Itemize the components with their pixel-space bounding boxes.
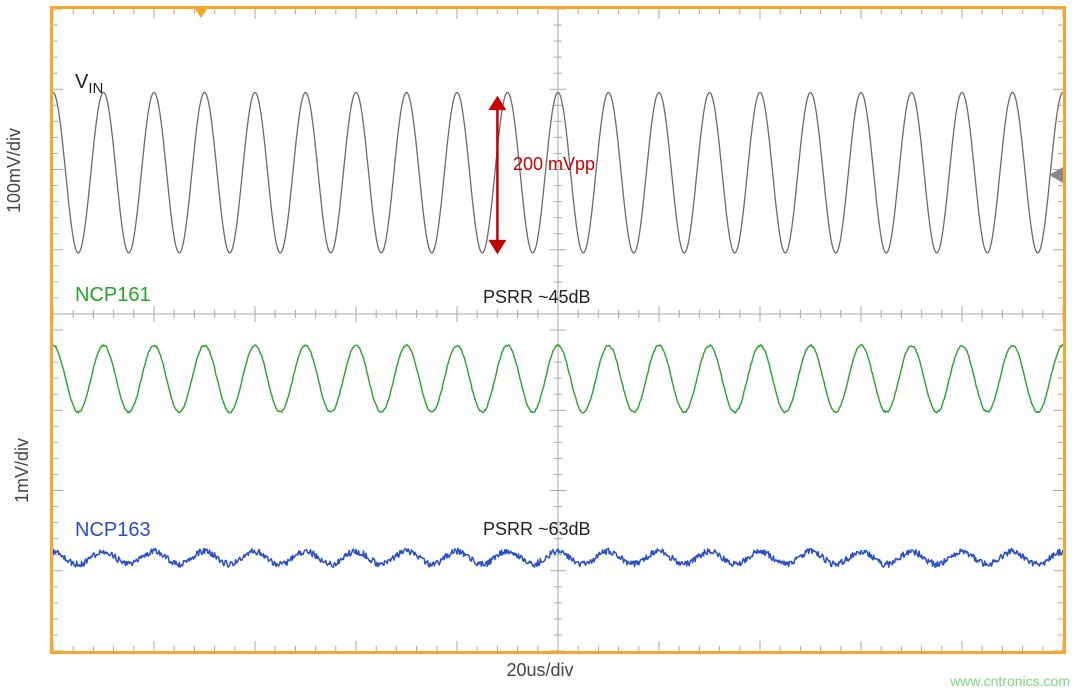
y-axis-bottom-label: 1mV/div	[12, 438, 33, 503]
vin-label-text: V	[75, 71, 88, 93]
y-axis-top-label: 100mV/div	[4, 128, 25, 213]
ncp163-label: NCP163	[75, 519, 151, 542]
oscilloscope-plot: VIN NCP161 NCP163 PSRR ~45dB PSRR ~63dB …	[50, 6, 1066, 654]
psrr-bottom-label: PSRR ~63dB	[483, 519, 591, 540]
scope-svg	[53, 9, 1063, 651]
mvpp-label: 200 mVpp	[513, 154, 595, 175]
watermark-text: www.cntronics.com	[950, 673, 1070, 689]
x-axis-label: 20us/div	[506, 660, 573, 681]
channel-marker-icon	[1049, 167, 1063, 183]
ncp161-label: NCP161	[75, 284, 151, 307]
vin-label-sub: IN	[88, 80, 103, 97]
trigger-marker-icon	[193, 6, 209, 18]
vin-label: VIN	[75, 71, 103, 97]
psrr-top-label: PSRR ~45dB	[483, 287, 591, 308]
